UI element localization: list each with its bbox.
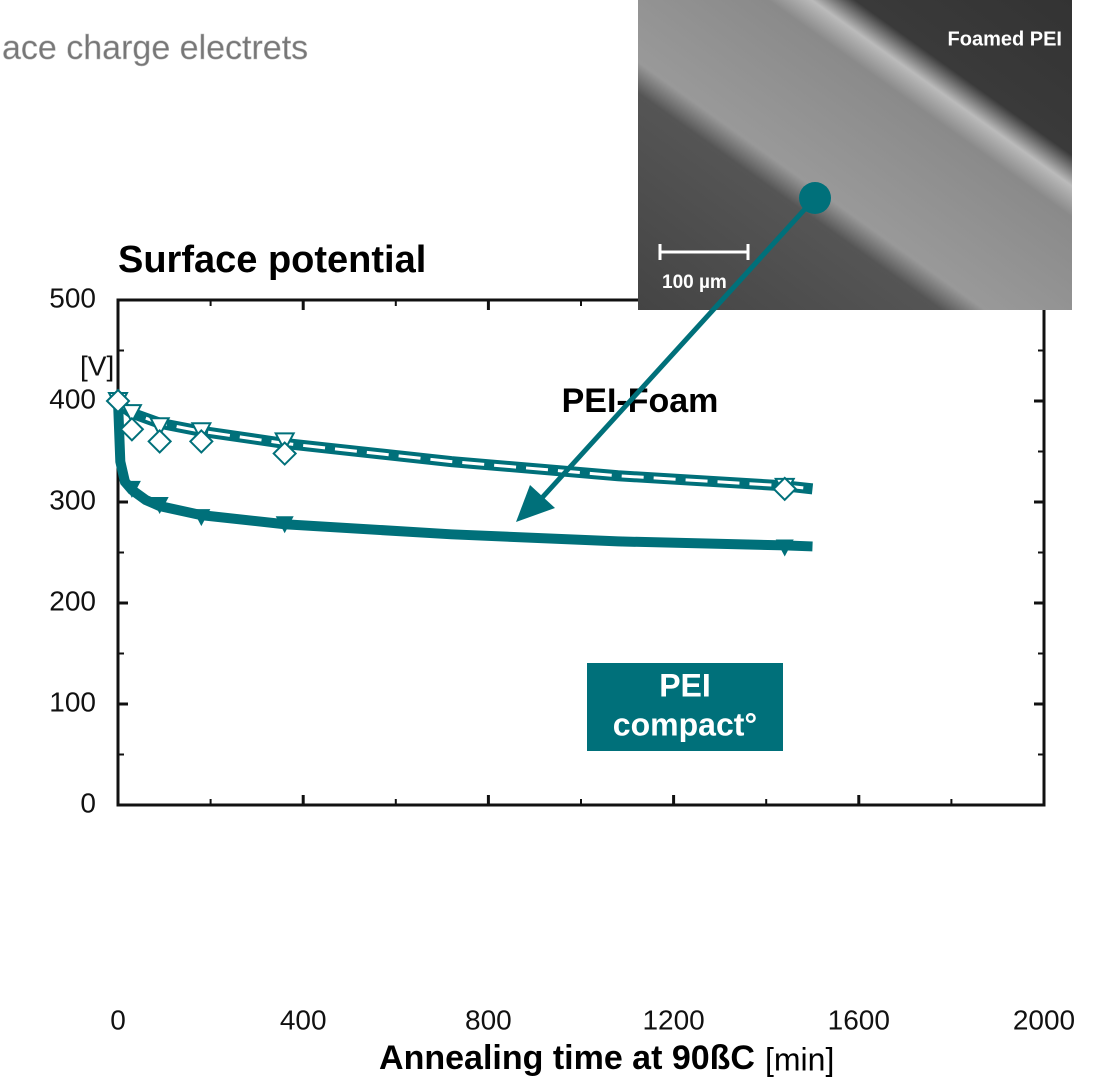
x-tick-label: 800: [465, 1004, 512, 1035]
pointer: [538, 196, 817, 502]
subtitle: Surface potential: [118, 239, 426, 281]
arrow-head: [516, 485, 555, 522]
x-tick-label: 2000: [1013, 1004, 1075, 1035]
data-point: [147, 428, 173, 454]
label-box: [587, 663, 783, 751]
x-unit: [min]: [765, 1041, 834, 1077]
y-tick-label: 200: [49, 585, 96, 616]
page-title: ace charge electrets: [2, 29, 308, 67]
pointer-dot: [799, 182, 831, 214]
x-tick-label: 400: [280, 1004, 327, 1035]
x-tick-label: 0: [110, 1004, 126, 1035]
x-tick-label: 1200: [642, 1004, 704, 1035]
data-point: [121, 404, 143, 425]
scale-label: 100 µm: [662, 272, 727, 293]
data-point: [272, 441, 298, 466]
data-point: [122, 480, 141, 498]
data-point: [775, 539, 794, 557]
y-tick-label: 500: [49, 282, 96, 313]
plot-frame: [116, 298, 1046, 807]
y-tick-label: 400: [49, 383, 96, 414]
y-tick-label: 300: [49, 484, 96, 515]
data-point: [772, 476, 798, 502]
data-point: [149, 417, 171, 438]
annotation: compact°: [613, 706, 757, 742]
data-point: [275, 516, 294, 534]
data-point: [192, 509, 211, 527]
data-point: [150, 497, 169, 515]
data-point: [105, 388, 131, 414]
y-tick-label: 100: [49, 686, 96, 717]
inset-image: [638, 0, 1072, 310]
y-unit: [V]: [80, 350, 114, 381]
data-point: [119, 416, 145, 442]
fit-line: [113, 400, 813, 552]
annotation: PEI: [659, 667, 711, 703]
x-label: Annealing time at 90ßC: [379, 1039, 755, 1077]
data-point: [188, 428, 214, 454]
inset-label: Foamed PEI: [948, 28, 1062, 50]
y-tick-label: 0: [80, 787, 96, 818]
x-tick-label: 1600: [828, 1004, 890, 1035]
